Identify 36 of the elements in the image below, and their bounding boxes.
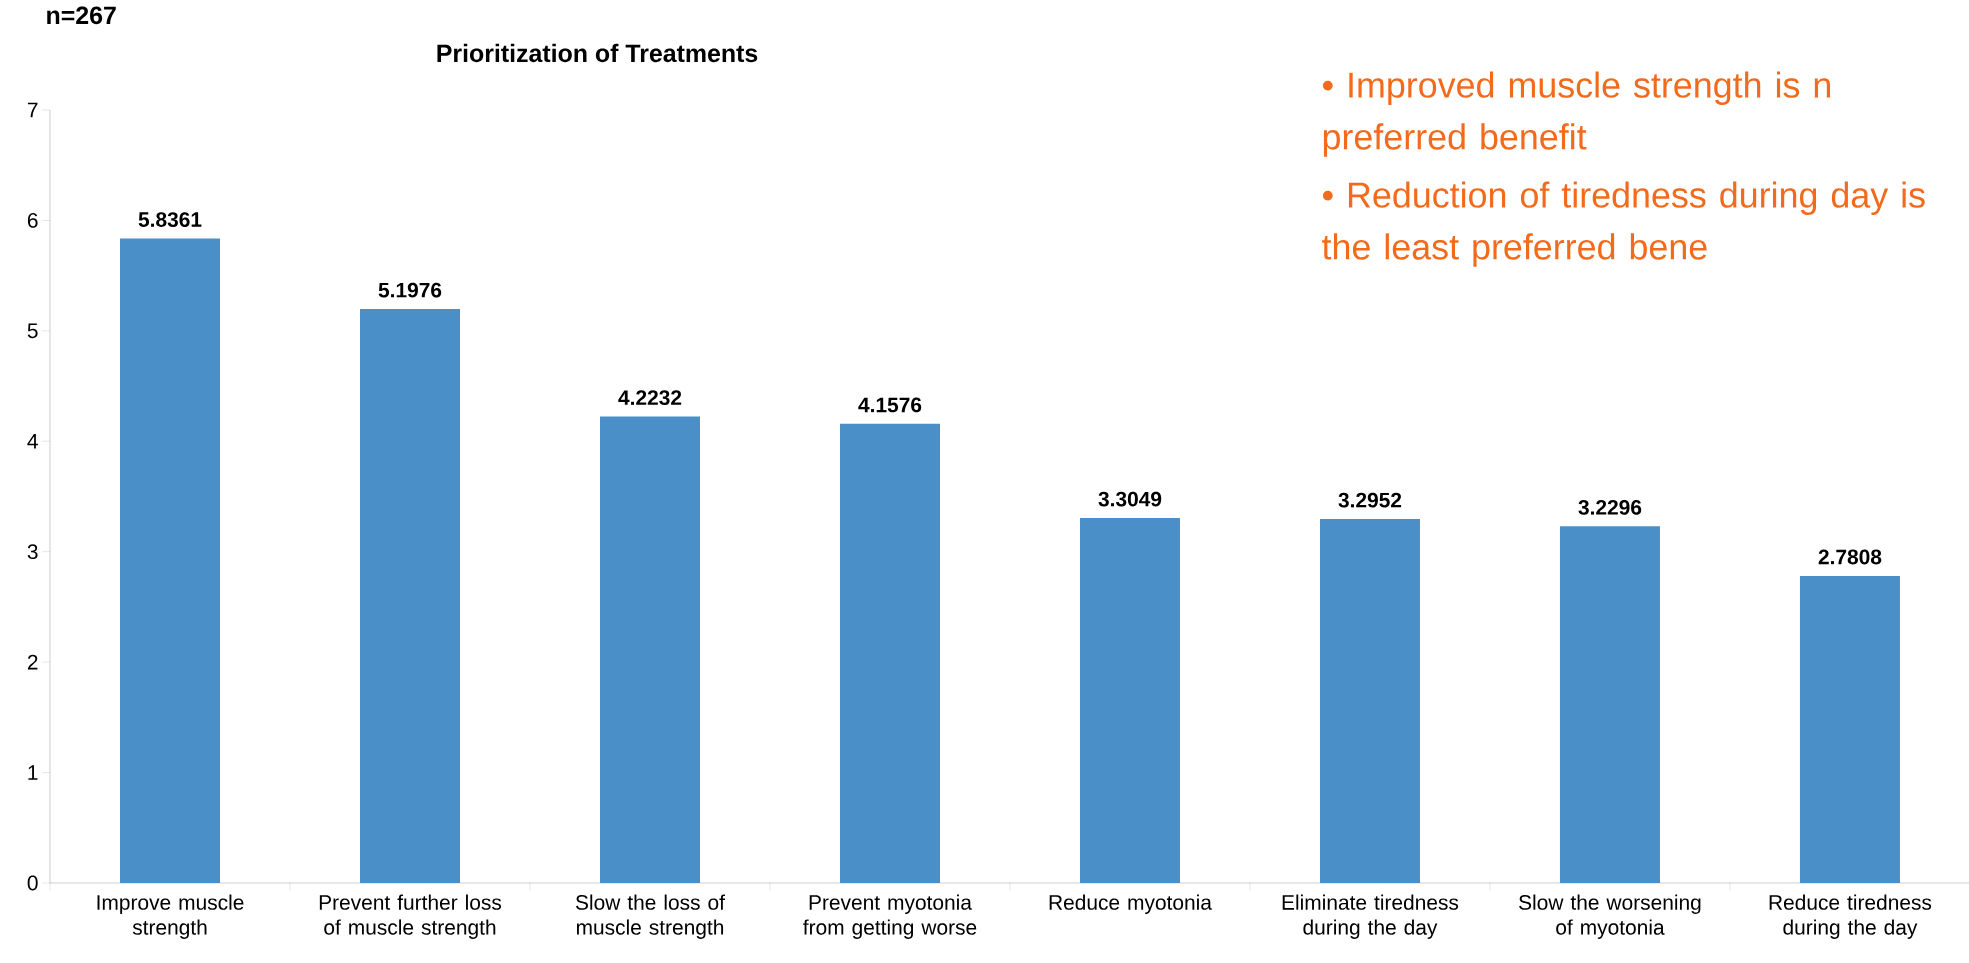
x-tick-label: Reduce myotonia xyxy=(1049,894,1212,915)
y-tick-label: 5 xyxy=(27,323,38,339)
bar xyxy=(120,238,221,883)
x-tick-label: Prevent further loss of muscle strength xyxy=(319,894,502,939)
x-tick-label: Prevent myotonia from getting worse xyxy=(803,894,977,939)
data-label: 4.1576 xyxy=(858,397,922,413)
bar xyxy=(1079,518,1180,883)
y-tick-label: 0 xyxy=(27,875,38,891)
data-label: 4.2232 xyxy=(618,390,682,406)
y-tick-label: 3 xyxy=(27,544,38,560)
annotation: • Improved muscle strength is n preferred benefit xyxy=(1322,71,1830,157)
x-tick-label: Reduce tiredness during the day xyxy=(1769,894,1932,939)
x-tick-label: Slow the worsening of myotonia xyxy=(1519,894,1701,939)
bar xyxy=(1559,526,1660,883)
bar xyxy=(1799,575,1900,883)
data-label: 2.7808 xyxy=(1818,549,1882,565)
data-label: 3.3049 xyxy=(1098,491,1162,507)
y-tick-label: 6 xyxy=(27,213,38,228)
y-tick-label: 7 xyxy=(27,102,38,118)
annotation: • Reduction of tiredness during day is the least preferred bene xyxy=(1322,181,1925,267)
y-tick-label: 4 xyxy=(27,434,38,449)
data-label: 5.1976 xyxy=(378,282,442,298)
x-tick-label: Improve muscle strength xyxy=(97,894,244,939)
y-tick-label: 1 xyxy=(28,765,38,780)
bar xyxy=(600,416,700,883)
chart-title: Prioritization of Treatments xyxy=(437,43,758,63)
data-label: 3.2296 xyxy=(1578,499,1642,515)
bar xyxy=(360,309,461,883)
y-tick-label: 2 xyxy=(27,654,38,670)
bar xyxy=(1319,519,1420,883)
x-tick-label: Slow the loss of muscle strength xyxy=(575,894,725,939)
x-tick-label: Eliminate tiredness during the day xyxy=(1282,894,1459,939)
data-label: 5.8361 xyxy=(138,212,202,227)
data-label: 3.2952 xyxy=(1338,492,1402,508)
bar xyxy=(839,423,940,883)
text: n=267 xyxy=(47,6,116,25)
